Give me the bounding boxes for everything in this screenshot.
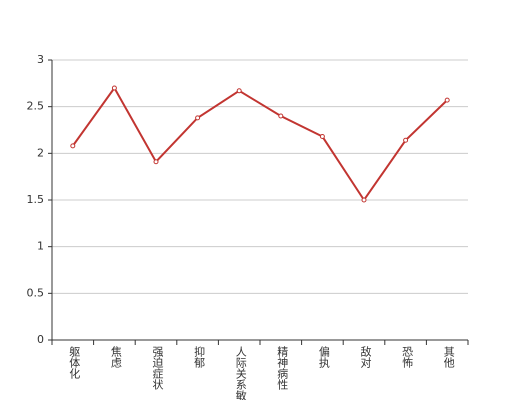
data-point	[153, 159, 159, 165]
data-point	[70, 143, 76, 149]
x-tick-label: 躯体化	[67, 346, 81, 379]
y-tick-label: 2.5	[27, 100, 45, 113]
y-tick-label: 0.5	[27, 286, 45, 299]
y-tick-label: 0	[37, 333, 44, 346]
data-point	[403, 137, 409, 143]
x-tick-label: 其他	[442, 346, 456, 368]
x-tick-label: 抑郁	[192, 346, 206, 368]
data-point	[195, 115, 201, 121]
x-tick-label: 敌对	[359, 346, 372, 368]
x-tick-label: 偏执	[317, 346, 331, 368]
data-line	[71, 86, 448, 202]
x-tick-label: 精神病性	[275, 346, 289, 390]
data-point	[278, 113, 284, 119]
data-point	[236, 88, 242, 94]
y-tick-label: 2	[37, 146, 44, 159]
x-tick-label: 强迫症状	[151, 346, 164, 390]
y-tick-label: 1	[37, 240, 44, 253]
x-tick-label: 焦虑	[109, 346, 123, 368]
x-tick-label: 人际关系敏感	[234, 346, 248, 400]
y-tick-label: 1.5	[27, 193, 45, 206]
x-tick-label: 恐怖	[400, 346, 414, 368]
y-tick-label: 3	[37, 53, 44, 66]
data-point	[444, 97, 450, 103]
data-point	[111, 85, 117, 91]
data-point	[361, 197, 367, 203]
data-point	[319, 134, 325, 140]
